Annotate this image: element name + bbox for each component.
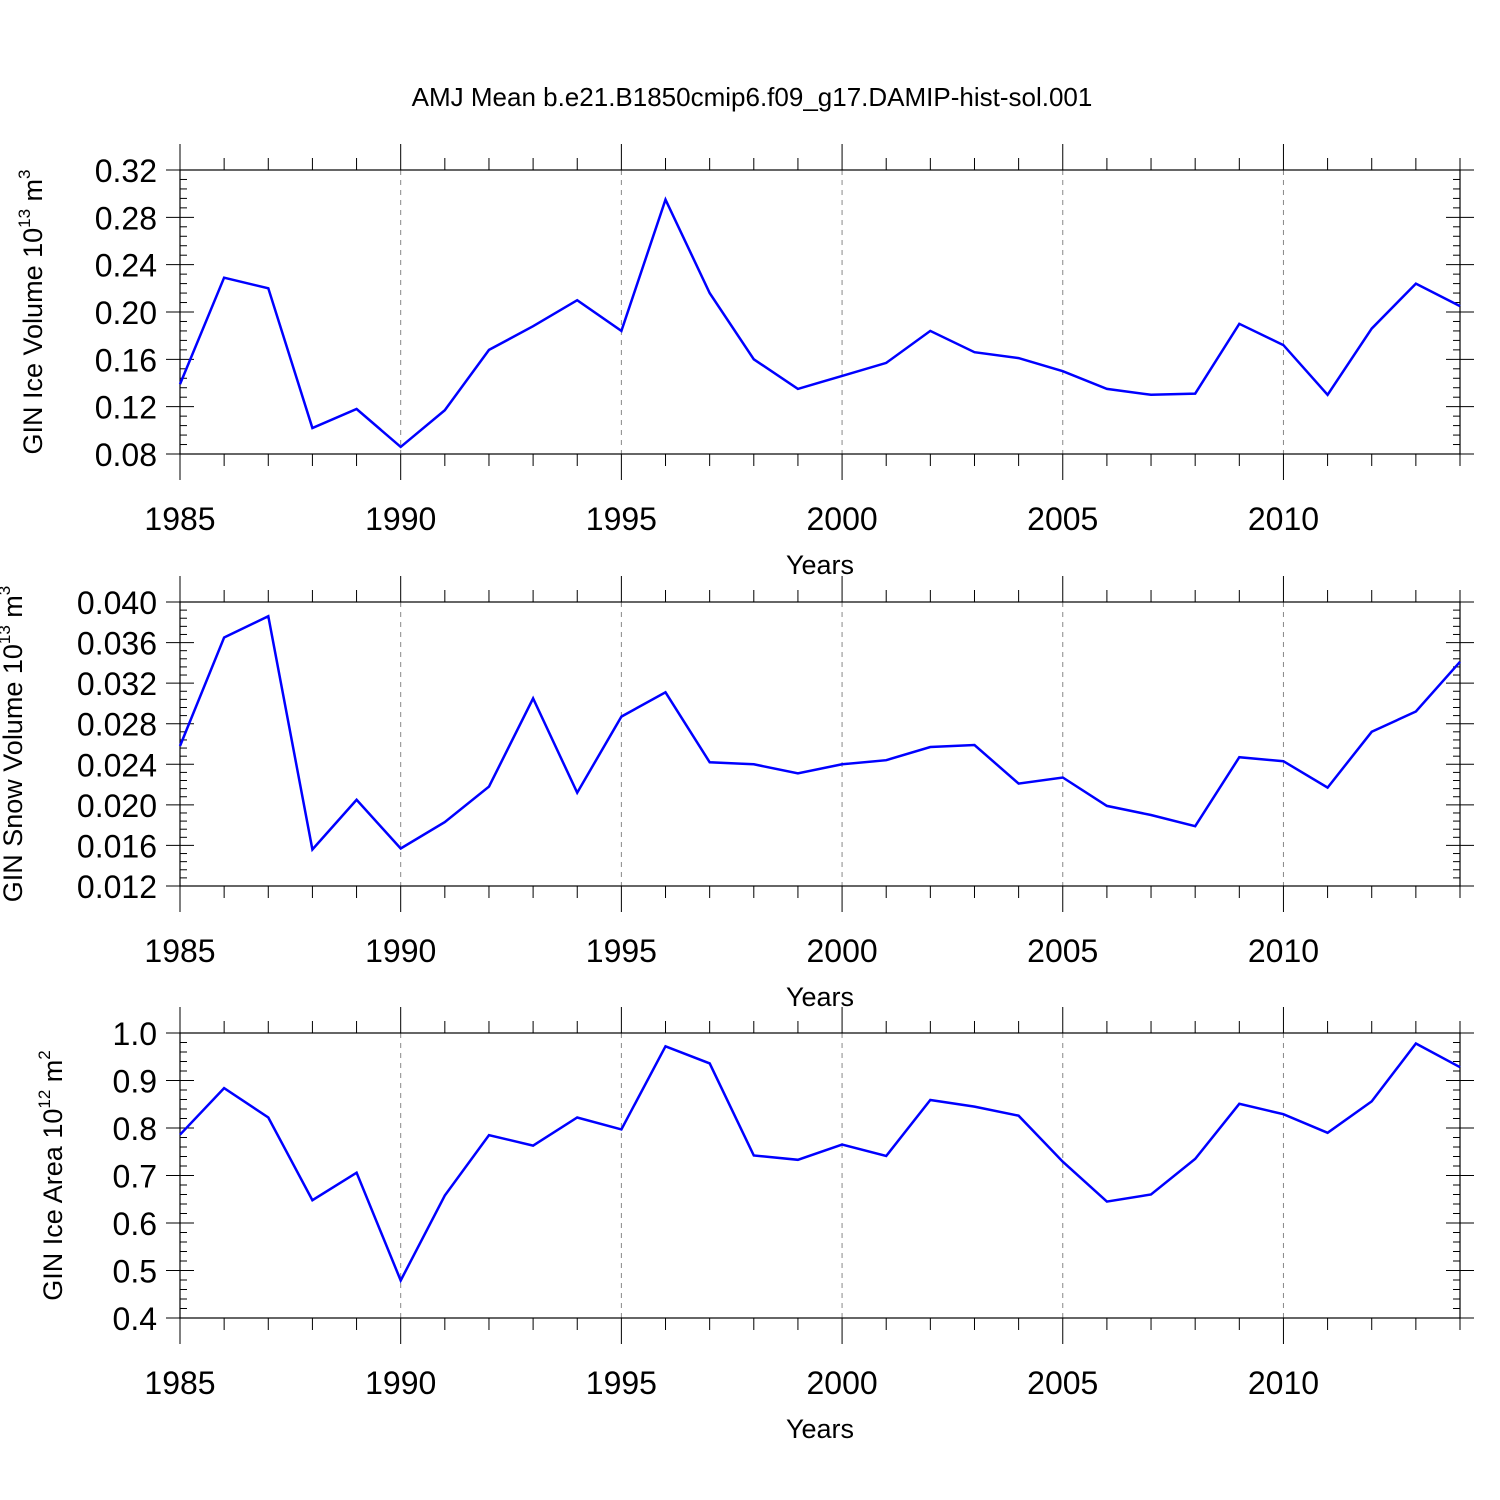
y-axis-label-part: m [38, 1060, 68, 1090]
y-axis-label-superscript: 12 [35, 1090, 54, 1109]
y-tick-label: 0.32 [95, 153, 157, 189]
y-tick-label: 0.016 [77, 828, 157, 864]
plot-frame [179, 169, 1461, 455]
y-tick-label: 0.9 [113, 1064, 157, 1100]
chart-panel-3: 0.4 0.5 0.6 0.7 0.8 0.9 1.0 1985 1990 1995 2000 200… [35, 1007, 1474, 1444]
y-tick-label: 0.08 [95, 437, 157, 473]
plot-frame [179, 601, 1461, 887]
x-tick-label: 1990 [365, 933, 436, 969]
figure-title: AMJ Mean b.e21.B1850cmip6.f09_g17.DAMIP-… [412, 82, 1093, 112]
y-axis-label-superscript: 13 [0, 625, 14, 644]
y-tick-label: 0.6 [113, 1206, 157, 1242]
y-tick-label: 0.28 [95, 200, 157, 236]
y-tick-label: 0.4 [113, 1301, 157, 1337]
y-tick-label: 0.020 [77, 788, 157, 824]
series-line [178, 614, 1461, 853]
x-tick-label: 2005 [1027, 1365, 1098, 1401]
y-axis-label: GIN Ice Volume 1013 m3 [15, 169, 48, 454]
chart-panels: 0.08 0.12 0.16 0.20 0.24 0.28 0.32 1985 1990 1995… [0, 144, 1474, 1444]
x-axis-label: Years [786, 550, 854, 580]
x-tick-label: 2000 [806, 501, 877, 537]
x-tick-label: 2010 [1248, 501, 1319, 537]
y-tick-label: 0.16 [95, 342, 157, 378]
y-axis-label-superscript: 2 [35, 1050, 54, 1059]
x-tick-label: 2005 [1027, 501, 1098, 537]
x-tick-label: 2010 [1248, 1365, 1319, 1401]
y-tick-label: 1.0 [113, 1016, 157, 1052]
y-axis-label-superscript: 13 [15, 209, 34, 228]
x-tick-label: 2000 [806, 1365, 877, 1401]
y-axis-label-part: GIN Ice Area 10 [38, 1109, 68, 1301]
y-axis-label: GIN Snow Volume 1013 m3 [0, 586, 28, 903]
y-axis-label-part: m [18, 179, 48, 209]
x-tick-label: 1990 [365, 501, 436, 537]
y-tick-label: 0.5 [113, 1254, 157, 1290]
y-axis-label-superscript: 3 [15, 169, 34, 178]
plot-frame [179, 1032, 1461, 1319]
y-tick-label: 0.20 [95, 295, 157, 331]
x-tick-label: 2005 [1027, 933, 1098, 969]
y-tick-label: 0.012 [77, 869, 157, 905]
x-tick-label: 1985 [144, 501, 215, 537]
x-tick-label: 2010 [1248, 933, 1319, 969]
x-tick-label: 1990 [365, 1365, 436, 1401]
x-tick-label: 2000 [806, 933, 877, 969]
x-axis-label: Years [786, 982, 854, 1012]
x-tick-label: 1995 [586, 1365, 657, 1401]
x-tick-label: 1995 [586, 501, 657, 537]
y-tick-label: 0.028 [77, 707, 157, 743]
series-line [179, 1041, 1461, 1284]
y-tick-label: 0.024 [77, 747, 157, 783]
y-axis-label-part: GIN Snow Volume 10 [0, 644, 28, 902]
y-axis-label: GIN Ice Area 1012 m2 [35, 1050, 68, 1301]
x-axis-label: Years [786, 1414, 854, 1444]
chart-panel-2: 0.012 0.016 0.020 0.024 0.028 0.032 0.036 0.040… [0, 576, 1474, 1012]
y-tick-label: 0.040 [77, 585, 157, 621]
x-tick-label: 1995 [586, 933, 657, 969]
y-tick-label: 0.8 [113, 1111, 157, 1147]
y-tick-label: 0.7 [113, 1159, 157, 1195]
y-axis-label-part: GIN Ice Volume 10 [18, 228, 48, 455]
chart-panel-1: 0.08 0.12 0.16 0.20 0.24 0.28 0.32 1985 1990 1995… [15, 144, 1474, 580]
y-axis-label-part: m [0, 595, 28, 625]
series-line [178, 196, 1461, 449]
y-tick-label: 0.032 [77, 666, 157, 702]
y-axis-label-superscript: 3 [0, 586, 14, 595]
y-tick-label: 0.24 [95, 248, 157, 284]
x-tick-label: 1985 [144, 1365, 215, 1401]
y-tick-label: 0.12 [95, 390, 157, 426]
y-tick-label: 0.036 [77, 626, 157, 662]
x-tick-label: 1985 [144, 933, 215, 969]
